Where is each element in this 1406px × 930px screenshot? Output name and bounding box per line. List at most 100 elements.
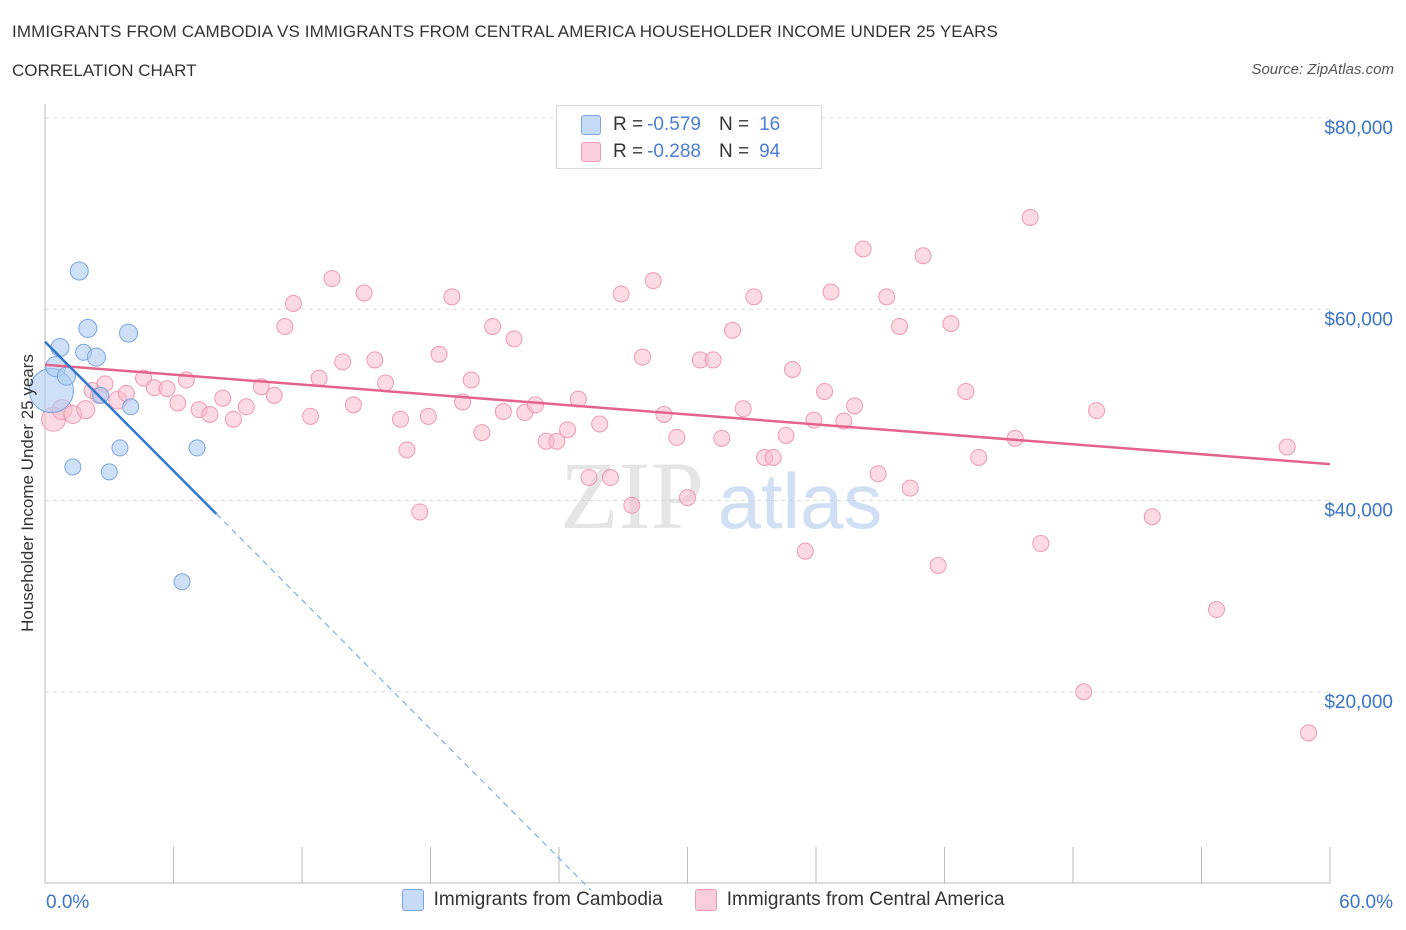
data-point-central-america [494, 403, 512, 421]
data-point-central-america [929, 557, 947, 575]
y-tick-label: $80,000 [1324, 118, 1393, 139]
data-point-central-america [323, 270, 341, 288]
trend-layer [44, 340, 1331, 891]
data-point-central-america [580, 469, 598, 487]
legend-swatch-cambodia [401, 889, 424, 911]
data-point-central-america [559, 421, 577, 439]
data-point-central-america [878, 288, 896, 306]
source-label: Source: ZipAtlas.com [1251, 61, 1394, 78]
data-point-central-america [796, 542, 814, 560]
data-point-central-america [846, 397, 864, 415]
data-point-central-america [783, 360, 801, 378]
data-point-central-america [679, 489, 696, 507]
r-label: R = [613, 114, 644, 135]
y-tick-label: $20,000 [1324, 692, 1393, 713]
chart-subtitle: CORRELATION CHART [12, 61, 197, 80]
data-point-central-america [822, 283, 840, 301]
data-point-central-america [135, 369, 153, 387]
data-point-central-america [914, 247, 932, 265]
data-point-central-america [1075, 683, 1093, 701]
legend-label-central-america: Immigrants from Central America [726, 889, 1005, 910]
data-point-central-america [1207, 601, 1225, 619]
data-point-cambodia [119, 323, 139, 343]
data-point-central-america [484, 317, 502, 335]
series-central-america [41, 208, 1318, 742]
legend-swatch-cambodia [581, 115, 601, 135]
n-label: N = [718, 141, 750, 162]
data-point-central-america [901, 479, 919, 497]
data-point-central-america [214, 389, 232, 407]
data-point-central-america [377, 374, 395, 392]
x-tick-label: 60.0% [1339, 892, 1393, 913]
data-point-central-america [655, 405, 673, 423]
legend-row-cambodia: R = -0.579 N = 16 [581, 113, 780, 137]
data-point-central-america [1032, 535, 1050, 553]
data-point-central-america [419, 407, 437, 425]
data-point-central-america [526, 396, 544, 414]
data-point-central-america [169, 394, 187, 412]
y-axis-label: Householder Income Under 25 years [18, 354, 37, 632]
legend-item-cambodia: Immigrants from Cambodia [401, 889, 663, 911]
data-point-central-america [745, 288, 763, 306]
data-point-central-america [704, 351, 722, 369]
trendline-central-america [44, 363, 1331, 466]
data-point-central-america [505, 330, 523, 348]
data-point-cambodia [111, 439, 129, 457]
data-point-central-america [970, 448, 988, 466]
data-point-central-america [355, 284, 373, 302]
legend-row-central-america: R = -0.288 N = 94 [581, 140, 780, 164]
data-point-cambodia [69, 261, 89, 281]
data-point-central-america [398, 441, 416, 459]
data-point-central-america [623, 496, 641, 514]
data-point-central-america [942, 315, 960, 333]
r-value-central-america: -0.288 [647, 141, 701, 162]
data-point-central-america [310, 369, 328, 387]
data-point-central-america [891, 317, 909, 335]
data-point-cambodia [64, 458, 82, 476]
data-point-central-america [1300, 724, 1318, 742]
trendline-cambodia-extension [215, 513, 592, 891]
y-tick-label: $40,000 [1324, 501, 1393, 522]
data-point-cambodia [122, 398, 140, 416]
watermark-atlas: atlas [718, 457, 883, 545]
data-point-central-america [816, 382, 834, 400]
data-point-central-america [1143, 508, 1161, 526]
data-point-central-america [334, 353, 352, 371]
axes-layer [44, 104, 1331, 884]
data-point-central-america [591, 415, 609, 433]
n-value-cambodia: 16 [759, 114, 781, 135]
data-point-cambodia [50, 338, 70, 357]
data-point-central-america [1021, 208, 1039, 226]
data-point-central-america [777, 426, 795, 444]
data-point-central-america [201, 405, 219, 423]
data-point-cambodia [86, 347, 106, 367]
data-point-central-america [668, 428, 686, 446]
data-point-central-america [612, 285, 630, 303]
legend-swatch-central-america [694, 889, 717, 911]
data-point-cambodia [188, 439, 206, 457]
y-tick-label: $60,000 [1324, 309, 1393, 330]
data-point-central-america [284, 295, 302, 313]
data-point-cambodia [92, 386, 110, 404]
data-point-central-america [237, 398, 255, 416]
data-point-central-america [366, 351, 384, 369]
n-value-central-america: 94 [759, 141, 781, 162]
legend-label-cambodia: Immigrants from Cambodia [433, 889, 663, 910]
data-point-central-america [473, 424, 491, 442]
data-point-central-america [723, 321, 741, 339]
data-point-central-america [443, 288, 461, 306]
x-tick-label: 0.0% [46, 892, 89, 913]
data-point-central-america [276, 317, 294, 335]
data-point-central-america [854, 240, 872, 258]
data-point-central-america [265, 386, 283, 404]
data-point-central-america [644, 272, 662, 290]
data-point-central-america [430, 345, 448, 363]
r-label: R = [613, 141, 644, 162]
n-label: N = [718, 114, 750, 135]
legend-swatch-central-america [581, 142, 601, 162]
data-point-central-america [76, 400, 96, 420]
trendline-cambodia [44, 340, 218, 515]
data-point-cambodia [173, 573, 191, 591]
series-legend: Immigrants from Cambodia Immigrants from… [0, 889, 1406, 911]
